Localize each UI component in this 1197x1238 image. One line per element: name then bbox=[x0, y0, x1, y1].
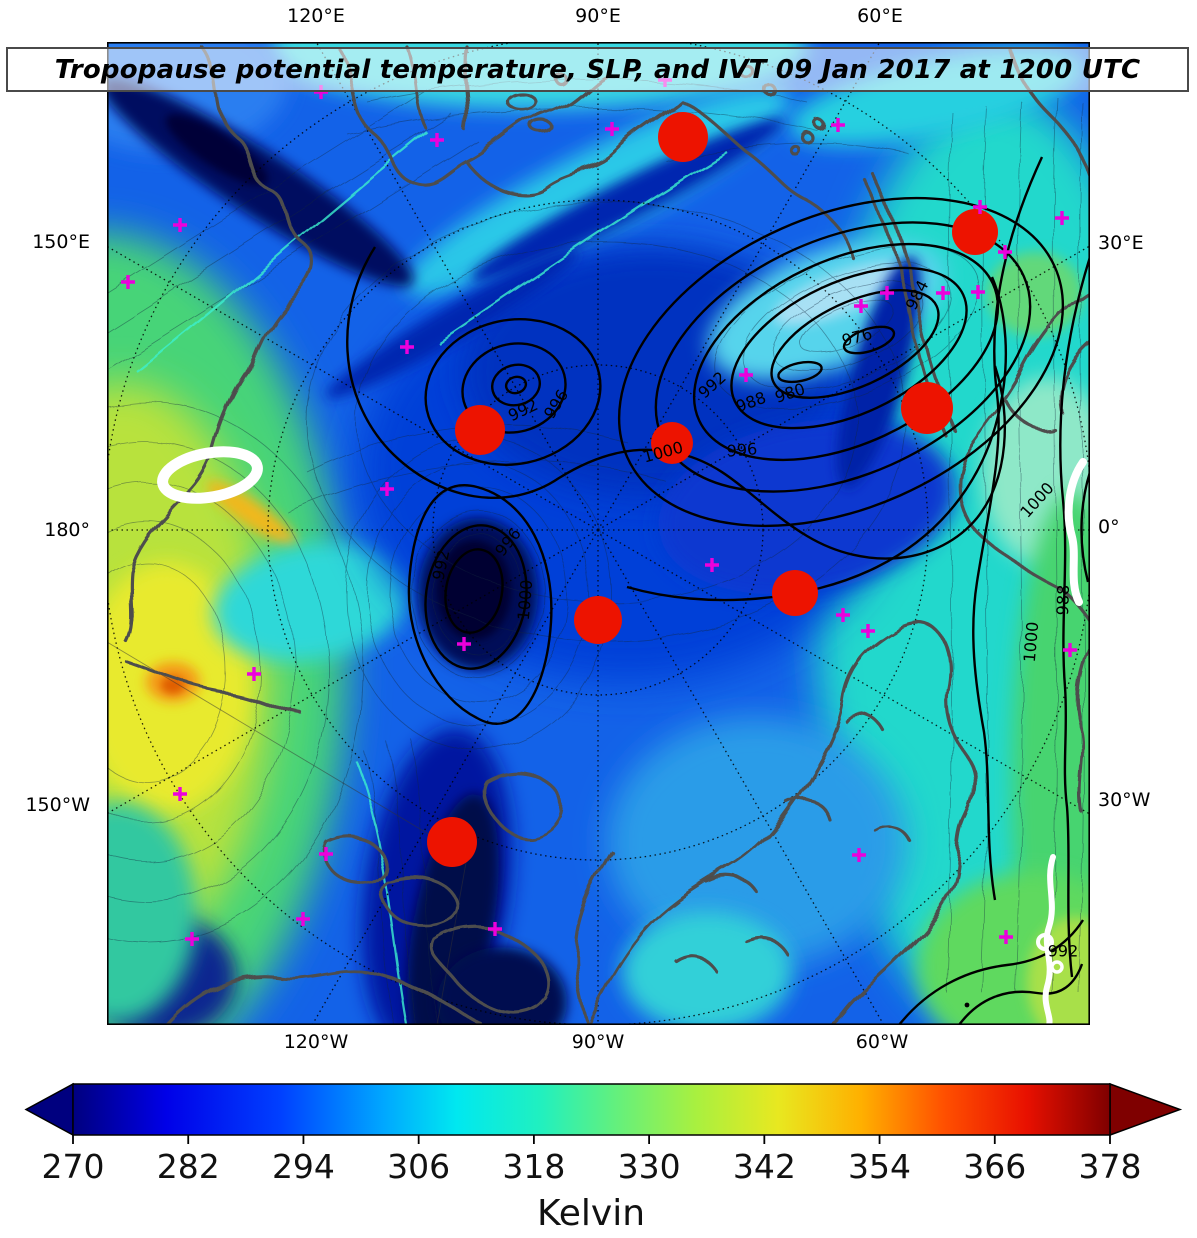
figure-title-text: Tropopause potential temperature, SLP, a… bbox=[54, 54, 1141, 85]
colorbar-tick-label: 294 bbox=[272, 1147, 335, 1186]
colorbar-right-arrow bbox=[1109, 1082, 1183, 1137]
colorbar-tick-label: 354 bbox=[848, 1147, 911, 1186]
ivt-red-circle bbox=[427, 817, 477, 867]
colorbar-tick-label: 366 bbox=[963, 1147, 1026, 1186]
colorbar-tick-label: 318 bbox=[502, 1147, 565, 1186]
ivt-red-circle bbox=[772, 570, 818, 616]
grid-label-top: 90°E bbox=[575, 5, 621, 27]
grid-label-top: 120°E bbox=[287, 5, 345, 27]
ivt-red-circle bbox=[574, 596, 622, 644]
grid-label-top: 60°E bbox=[857, 5, 903, 27]
ivt-red-circle bbox=[455, 405, 505, 455]
colorbar-tick-label: 342 bbox=[733, 1147, 796, 1186]
slp-contours bbox=[346, 156, 1090, 1025]
grid-label-right: 30°E bbox=[1098, 232, 1144, 254]
grid-label-bottom: 90°W bbox=[571, 1031, 625, 1053]
theta-fill-field bbox=[107, 42, 1090, 1025]
grid-label-right: 30°W bbox=[1098, 789, 1151, 811]
tropopause-fold-lines bbox=[136, 131, 728, 1025]
ivt-red-circle bbox=[952, 209, 998, 255]
colorbar-units-label: Kelvin bbox=[537, 1193, 645, 1234]
polar-map bbox=[107, 42, 1090, 1025]
ivt-white-contours bbox=[157, 446, 1087, 1025]
colorbar-tick-label: 378 bbox=[1079, 1147, 1142, 1186]
grid-label-bottom: 60°W bbox=[855, 1031, 909, 1053]
ivt-red-circle bbox=[651, 422, 693, 464]
grid-label-right: 0° bbox=[1098, 516, 1120, 538]
colorbar-gradient bbox=[72, 1083, 1111, 1136]
grid-label-bottom: 120°W bbox=[283, 1031, 349, 1053]
colorbar-tick-label: 282 bbox=[157, 1147, 220, 1186]
grid-label-left: 150°E bbox=[32, 231, 90, 253]
colorbar: 270 282 294 306 318 330 342 354 366 378 Kelvin bbox=[24, 1082, 1183, 1234]
graticule bbox=[107, 42, 1090, 1025]
grid-label-left: 180° bbox=[44, 519, 90, 541]
colorbar-tick-label: 330 bbox=[618, 1147, 681, 1186]
colorbar-left-arrow bbox=[24, 1082, 74, 1137]
grid-label-left: 150°W bbox=[25, 794, 90, 816]
figure-title: Tropopause potential temperature, SLP, a… bbox=[6, 47, 1189, 92]
ivt-red-circle bbox=[658, 112, 708, 162]
map-border bbox=[107, 42, 1090, 1025]
colorbar-tick-label: 270 bbox=[42, 1147, 105, 1186]
ivt-red-markers bbox=[427, 112, 998, 867]
colorbar-tick-label: 306 bbox=[387, 1147, 450, 1186]
ivt-red-circle bbox=[901, 382, 953, 434]
colorbar-ticks: 270 282 294 306 318 330 342 354 366 378 bbox=[42, 1135, 1142, 1186]
